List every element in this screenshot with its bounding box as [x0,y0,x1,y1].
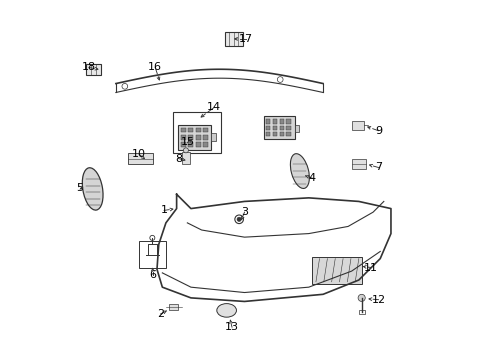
Bar [85,64,101,75]
Bar [195,142,200,147]
Bar [285,119,290,123]
Bar [180,135,185,140]
Bar [265,126,270,130]
Bar [285,132,290,136]
Bar [279,119,283,123]
Bar [265,119,270,123]
Bar [195,135,200,140]
Text: 18: 18 [82,63,96,72]
Bar [285,126,290,130]
Bar [203,142,207,147]
Text: 10: 10 [132,149,146,159]
Bar [210,133,216,141]
Ellipse shape [216,303,236,317]
Text: 16: 16 [148,63,162,72]
Text: 9: 9 [374,126,381,136]
Ellipse shape [290,154,309,189]
Circle shape [237,217,241,221]
Bar [180,142,185,147]
Text: 6: 6 [149,270,156,280]
Text: 15: 15 [180,138,194,148]
Bar [173,112,221,153]
Bar [139,241,165,267]
Bar [351,121,364,130]
Bar [272,126,276,130]
Bar [224,32,242,46]
Bar [182,153,189,164]
Bar [203,128,207,132]
Text: 11: 11 [364,262,378,273]
Text: 13: 13 [224,322,239,332]
Text: 3: 3 [241,207,247,217]
Text: 4: 4 [308,173,315,183]
Bar [272,119,276,123]
Ellipse shape [82,168,103,210]
Bar [279,132,283,136]
Text: 5: 5 [77,183,83,193]
Text: 14: 14 [206,103,221,112]
Bar [312,257,362,284]
Bar [203,135,207,140]
Text: 1: 1 [160,205,167,215]
Bar [264,116,294,139]
Bar [188,128,193,132]
Bar [178,125,210,150]
Bar [294,125,299,132]
Bar [279,126,283,130]
Bar [351,158,365,169]
Text: 12: 12 [371,295,385,305]
Bar [180,128,185,132]
Bar [358,310,364,314]
Bar [272,132,276,136]
Circle shape [357,294,365,301]
Bar [265,132,270,136]
Text: 7: 7 [374,162,381,172]
Text: 8: 8 [175,154,182,163]
Bar [169,304,178,310]
Text: 17: 17 [239,34,253,44]
Bar [188,142,193,147]
Circle shape [183,148,188,153]
Bar [195,128,200,132]
Bar [188,135,193,140]
Text: 2: 2 [157,309,164,319]
Bar [128,153,153,164]
